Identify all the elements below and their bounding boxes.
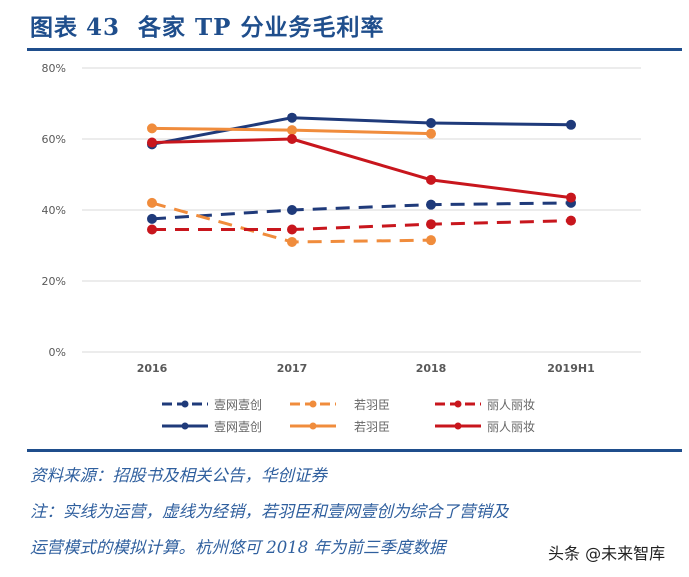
data-point-marker [147, 137, 157, 148]
legend-swatch-icon [162, 400, 208, 408]
x-tick-label: 2017 [277, 362, 308, 375]
legend-swatch-icon [435, 422, 481, 430]
data-point-marker [426, 199, 436, 210]
figure-label: 图表 [30, 14, 78, 41]
note-line-2: 运营模式的模拟计算。杭州悠可 2018 年为前三季度数据 [30, 538, 446, 557]
data-point-marker [566, 215, 576, 226]
legend-item-lirenlizhuang-solid: 丽人丽妆 [433, 418, 535, 435]
data-point-marker [426, 219, 436, 230]
source-note: 资料来源：招股书及相关公告，华创证券 [30, 466, 327, 485]
legend-swatch-icon [290, 422, 336, 430]
y-tick-label: 20% [42, 275, 66, 288]
legend-item-lirenlizhuang-dashed: 丽人丽妆 [433, 396, 535, 413]
note-line-1: 注：实线为运营，虚线为经销，若羽臣和壹网壹创为综合了营销及 [30, 502, 509, 521]
data-point-marker [287, 205, 297, 215]
chart-title: 各家 TP 分业务毛利率 [138, 14, 385, 41]
x-tick-label: 2018 [416, 362, 447, 375]
x-tick-label: 2019H1 [547, 362, 594, 375]
figure-number: 43 [86, 14, 121, 41]
x-tick-label: 2016 [137, 362, 168, 375]
legend-item-yiwang-solid: 壹网壹创 [160, 418, 288, 435]
watermark: 头条 @未来智库 [548, 540, 666, 564]
data-point-marker [147, 197, 157, 208]
data-point-marker [287, 236, 297, 247]
data-point-marker [147, 123, 157, 134]
data-point-marker [426, 235, 436, 246]
y-tick-label: 60% [42, 133, 66, 146]
data-point-marker [426, 128, 436, 139]
data-point-marker [566, 192, 576, 203]
series-line-solid [151, 116, 572, 146]
legend-item-ruoyuchen-solid: 若羽臣 [288, 418, 433, 435]
footnotes: 资料来源：招股书及相关公告，华创证券 注：实线为运营，虚线为经销，若羽臣和壹网壹… [30, 458, 509, 566]
data-point-marker [287, 112, 297, 123]
legend-item-yiwang-dashed: 壹网壹创 [160, 396, 288, 413]
data-point-marker [287, 134, 297, 144]
data-point-marker [426, 118, 436, 129]
series-line-dashed [152, 219, 572, 232]
legend-swatch-icon [290, 400, 336, 408]
chart-legend: 壹网壹创 若羽臣 丽人丽妆 壹网壹创 若羽臣 丽人丽妆 [160, 393, 580, 437]
y-tick-label: 40% [42, 204, 66, 217]
header-rule [27, 48, 682, 51]
data-point-marker [287, 125, 297, 136]
data-point-marker [147, 224, 157, 235]
data-point-marker [566, 119, 576, 130]
data-point-marker [287, 224, 297, 235]
line-chart: 0% 20% 40% 60% 80% 2016 2017 2018 2019H1 [42, 62, 641, 375]
series-line-solid [151, 137, 572, 200]
legend-swatch-icon [435, 400, 481, 408]
data-point-marker [426, 174, 436, 185]
figure-title: 图表 43 各家 TP 分业务毛利率 [30, 8, 384, 42]
legend-swatch-icon [162, 422, 208, 430]
legend-row-solid: 壹网壹创 若羽臣 丽人丽妆 [160, 415, 580, 437]
series-line-dashed [151, 201, 572, 221]
footer-rule [27, 449, 682, 452]
legend-row-dashed: 壹网壹创 若羽臣 丽人丽妆 [160, 393, 580, 415]
data-point-marker [147, 213, 157, 224]
y-tick-label: 0% [49, 346, 66, 359]
legend-item-ruoyuchen-dashed: 若羽臣 [288, 396, 433, 413]
y-tick-label: 80% [42, 62, 66, 75]
